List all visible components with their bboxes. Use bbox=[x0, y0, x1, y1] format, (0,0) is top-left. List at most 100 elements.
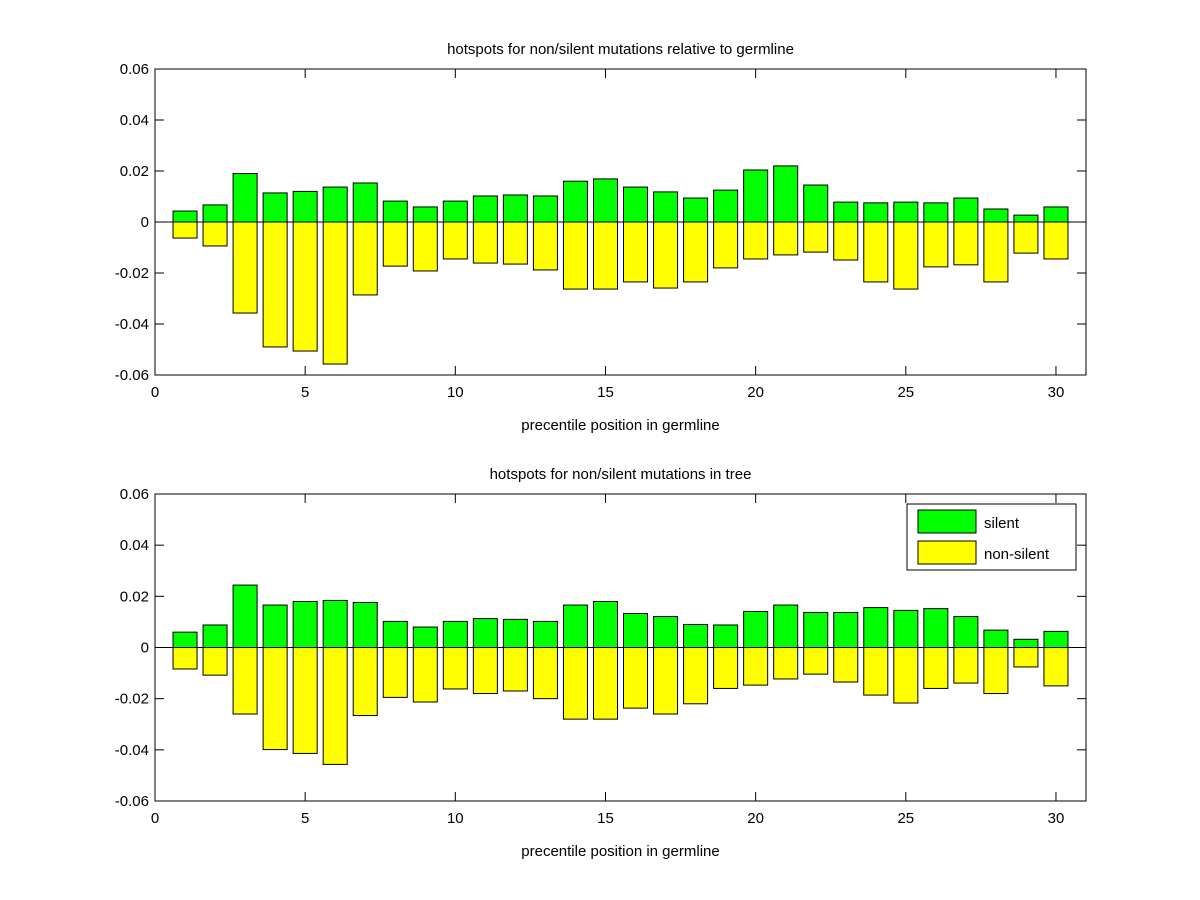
bar-non-silent-4 bbox=[262, 647, 288, 751]
bar-silent-26 bbox=[923, 608, 949, 649]
bar-non-silent-1 bbox=[172, 647, 198, 670]
bar-non-silent-26 bbox=[923, 647, 949, 689]
legend-label-non-silent: non-silent bbox=[984, 546, 1050, 563]
bar-non-silent-6 bbox=[322, 647, 348, 765]
subplot-2: 0 5 10 15 20 25 30 0.06 0.04 0.02 0 -0.02 -0.04 -0.06… bbox=[115, 466, 1087, 860]
bar-non-silent-14 bbox=[562, 221, 588, 290]
y-tick-label: -0.02 bbox=[115, 265, 149, 282]
bar-non-silent-5 bbox=[292, 647, 318, 754]
bar-silent-13 bbox=[532, 195, 558, 223]
bar-silent-22 bbox=[803, 611, 829, 648]
bar-silent-13 bbox=[532, 620, 558, 649]
bar-non-silent-7 bbox=[352, 221, 378, 296]
bar-non-silent-28 bbox=[983, 221, 1009, 283]
bar-silent-5 bbox=[292, 600, 318, 649]
bar-silent-18 bbox=[683, 623, 709, 648]
bar-non-silent-20 bbox=[743, 221, 769, 260]
x-tick-label: 0 bbox=[151, 384, 159, 401]
x-tick-label: 5 bbox=[301, 384, 309, 401]
bar-non-silent-11 bbox=[472, 221, 498, 264]
bar-silent-25 bbox=[893, 201, 919, 223]
bar-non-silent-14 bbox=[562, 647, 588, 720]
bar-silent-9 bbox=[412, 206, 438, 223]
bar-non-silent-16 bbox=[623, 647, 649, 709]
bar-silent-29 bbox=[1013, 214, 1039, 223]
bar-silent-6 bbox=[322, 186, 348, 223]
bar-silent-21 bbox=[773, 165, 799, 223]
x-tick-label: 10 bbox=[447, 810, 464, 827]
bar-silent-24 bbox=[863, 607, 889, 649]
x-tick-label: 15 bbox=[597, 810, 614, 827]
bar-silent-1 bbox=[172, 210, 198, 223]
bar-non-silent-10 bbox=[442, 647, 468, 690]
y-tick-label: 0.06 bbox=[120, 61, 149, 78]
y-tick-label: 0.02 bbox=[120, 588, 149, 605]
legend: silent non-silent bbox=[906, 503, 1077, 571]
bar-silent-30 bbox=[1043, 630, 1069, 649]
bar-silent-7 bbox=[352, 182, 378, 223]
y-tick-label: 0 bbox=[141, 640, 149, 657]
bar-silent-17 bbox=[653, 616, 679, 649]
bar-silent-23 bbox=[833, 611, 859, 648]
bar-non-silent-2 bbox=[202, 647, 228, 676]
y-tick-label: -0.04 bbox=[115, 742, 149, 759]
x-tick-label: 10 bbox=[447, 384, 464, 401]
bar-non-silent-5 bbox=[292, 221, 318, 352]
legend-swatch-silent bbox=[917, 509, 977, 534]
bar-non-silent-15 bbox=[592, 221, 618, 290]
bar-silent-28 bbox=[983, 208, 1009, 223]
bar-silent-14 bbox=[562, 604, 588, 649]
bar-silent-5 bbox=[292, 190, 318, 223]
bar-silent-1 bbox=[172, 631, 198, 649]
x-axis-label: precentile position in germline bbox=[521, 843, 719, 860]
x-tick-label: 25 bbox=[897, 810, 914, 827]
bar-non-silent-29 bbox=[1013, 221, 1039, 254]
bar-silent-27 bbox=[953, 197, 979, 223]
bar-non-silent-9 bbox=[412, 647, 438, 703]
y-tick-label: -0.04 bbox=[115, 316, 149, 333]
bar-non-silent-3 bbox=[232, 647, 258, 715]
bar-non-silent-19 bbox=[713, 221, 739, 269]
bar-non-silent-20 bbox=[743, 647, 769, 686]
legend-label-silent: silent bbox=[984, 515, 1020, 532]
bar-silent-27 bbox=[953, 616, 979, 649]
bar-silent-15 bbox=[592, 178, 618, 223]
y-tick-label: -0.06 bbox=[115, 367, 149, 384]
bar-silent-8 bbox=[382, 620, 408, 649]
bar-non-silent-27 bbox=[953, 647, 979, 684]
bar-silent-4 bbox=[262, 192, 288, 223]
bar-silent-21 bbox=[773, 604, 799, 649]
bar-silent-19 bbox=[713, 189, 739, 223]
bar-non-silent-8 bbox=[382, 647, 408, 698]
bar-silent-19 bbox=[713, 624, 739, 649]
bar-silent-2 bbox=[202, 624, 228, 649]
bar-non-silent-25 bbox=[893, 647, 919, 704]
bar-silent-10 bbox=[442, 620, 468, 649]
bar-non-silent-18 bbox=[683, 647, 709, 705]
y-tick-label: 0.04 bbox=[120, 537, 149, 554]
bar-non-silent-11 bbox=[472, 647, 498, 695]
bar-non-silent-9 bbox=[412, 221, 438, 272]
bar-silent-16 bbox=[623, 612, 649, 649]
y-tick-label: -0.06 bbox=[115, 793, 149, 810]
x-tick-label: 5 bbox=[301, 810, 309, 827]
bar-silent-25 bbox=[893, 609, 919, 649]
bar-non-silent-22 bbox=[803, 221, 829, 253]
bar-silent-11 bbox=[472, 195, 498, 223]
bar-non-silent-12 bbox=[502, 647, 528, 692]
y-tick-label: -0.02 bbox=[115, 691, 149, 708]
bar-silent-23 bbox=[833, 201, 859, 223]
bar-silent-29 bbox=[1013, 638, 1039, 649]
bar-non-silent-12 bbox=[502, 221, 528, 265]
bar-silent-26 bbox=[923, 202, 949, 223]
bar-non-silent-7 bbox=[352, 647, 378, 717]
chart-title: hotspots for non/silent mutations in tre… bbox=[490, 466, 752, 483]
bar-silent-14 bbox=[562, 180, 588, 223]
bar-silent-16 bbox=[623, 186, 649, 223]
y-tick-label: 0.02 bbox=[120, 163, 149, 180]
y-tick-label: 0.06 bbox=[120, 486, 149, 503]
bar-non-silent-26 bbox=[923, 221, 949, 268]
bar-non-silent-23 bbox=[833, 647, 859, 683]
bar-silent-12 bbox=[502, 194, 528, 223]
bar-non-silent-6 bbox=[322, 221, 348, 365]
